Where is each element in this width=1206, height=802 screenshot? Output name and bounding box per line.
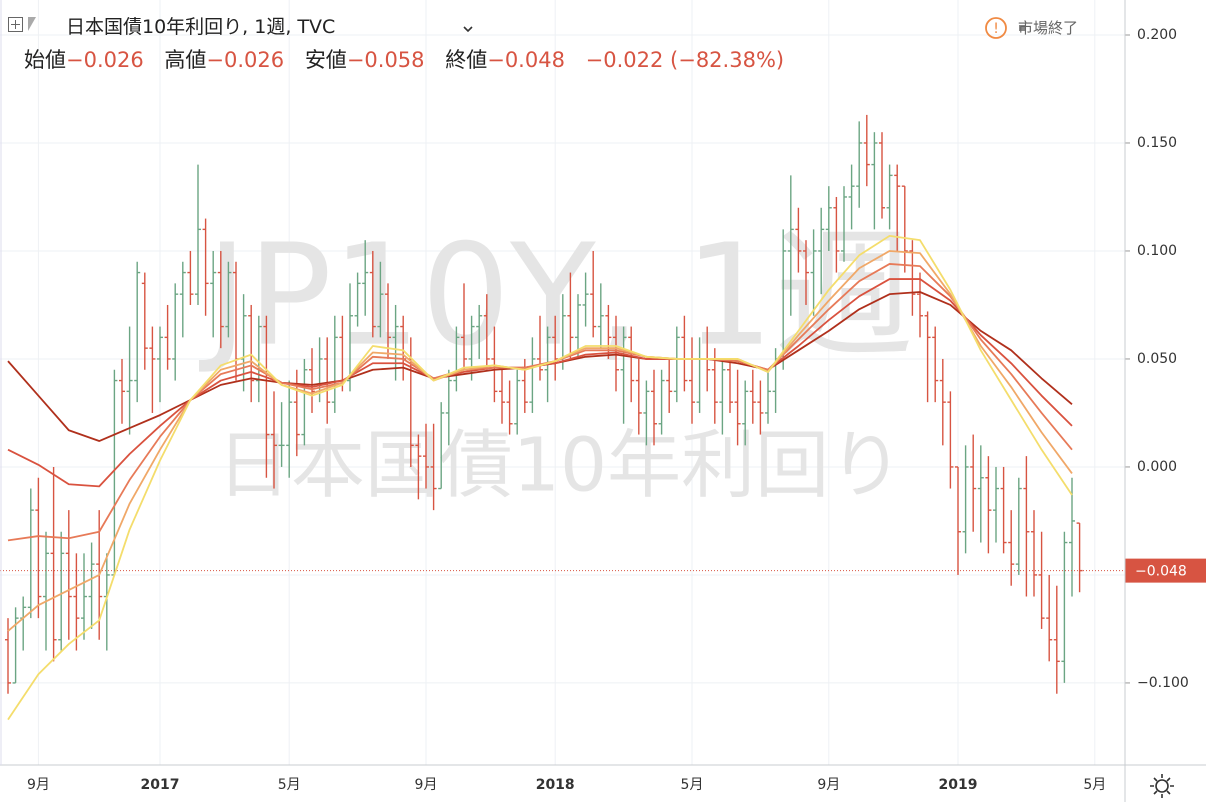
y-tick-label: 0.050	[1137, 351, 1177, 367]
y-tick-label: 0.150	[1137, 135, 1177, 151]
last-price-label: −0.048	[1135, 564, 1187, 580]
ohlc-label: 終値	[445, 48, 488, 72]
y-tick-label: 0.200	[1137, 27, 1177, 43]
flag-icon[interactable]	[28, 17, 36, 31]
dropdown-icon[interactable]	[463, 26, 473, 33]
last-price-box	[1125, 558, 1206, 583]
x-tick-label: 5月	[278, 777, 301, 793]
header: 日本国債10年利回り, 1週, TVC	[24, 12, 335, 39]
x-tick-label: 9月	[27, 777, 50, 793]
settings-icon[interactable]	[1150, 774, 1174, 798]
x-tick-label: 2017	[141, 777, 180, 793]
bars	[5, 114, 1083, 694]
watermark-symbol: JP10Y, 1週	[198, 215, 913, 378]
change-percent: (−82.38%)	[670, 48, 785, 72]
x-tick-label: 5月	[681, 777, 704, 793]
x-tick-label: 9月	[817, 777, 840, 793]
watermark-name: 日本国債10年利回り	[217, 423, 903, 509]
alert-icon[interactable]	[985, 17, 1007, 39]
x-tick-label: 5月	[1083, 777, 1106, 793]
y-tick-label: 0.100	[1137, 243, 1177, 259]
x-tick-label: 2019	[939, 777, 978, 793]
ohlc-value: −0.026	[66, 48, 144, 72]
ohlc-label: 始値	[24, 48, 66, 72]
status-dot	[1019, 25, 1025, 31]
x-tick-label: 9月	[415, 777, 438, 793]
add-symbol-icon[interactable]	[8, 17, 23, 32]
alert-icon: !	[993, 21, 999, 37]
axes: 0.2000.1500.1000.0500.000−0.050−0.1009月2…	[0, 27, 1206, 793]
change: −0.022	[585, 48, 664, 72]
moving-averages	[7, 234, 1073, 721]
symbol-title[interactable]: 日本国債10年利回り, 1週, TVC	[66, 16, 336, 38]
x-tick-label: 2018	[536, 777, 575, 793]
ohlc-value: −0.026	[206, 48, 285, 72]
moving-average	[7, 263, 1073, 542]
grid	[0, 0, 1125, 765]
market-status: 市場終了	[1018, 19, 1079, 37]
ohlc-value: −0.058	[346, 48, 425, 72]
ohlc-value: −0.048	[487, 48, 565, 72]
ohlc-label: 安値	[304, 48, 347, 72]
y-tick-label: −0.100	[1137, 675, 1189, 691]
ohlc-header: 始値−0.026 高値−0.026 安値−0.058 終値−0.048 −0.0…	[24, 44, 784, 74]
ohlc-label: 高値	[164, 48, 207, 72]
moving-average	[7, 234, 1073, 721]
y-tick-label: 0.000	[1137, 459, 1177, 475]
